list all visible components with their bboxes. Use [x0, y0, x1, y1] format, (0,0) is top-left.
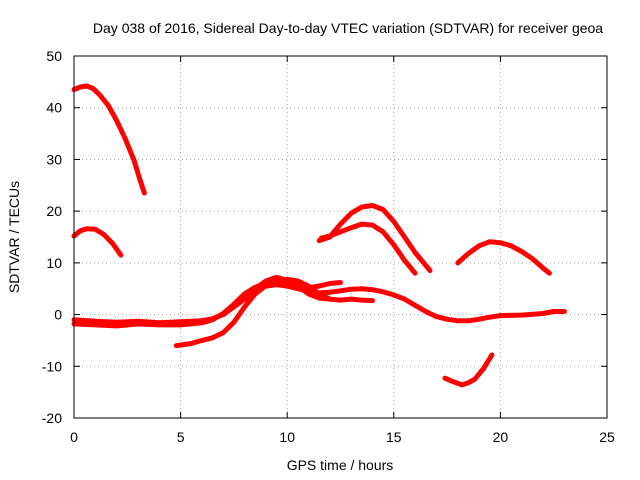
data-series-group	[71, 83, 567, 388]
grid-lines	[74, 56, 607, 418]
series-arc-3	[71, 282, 567, 326]
series-arc-9	[455, 239, 552, 276]
series-arc-2	[71, 226, 124, 258]
x-axis-label: GPS time / hours	[287, 457, 394, 473]
x-tick-label: 20	[493, 429, 509, 445]
x-tick-label: 5	[177, 429, 185, 445]
y-tick-label: -10	[42, 358, 62, 374]
y-axis-label: SDTVAR / TECUs	[6, 181, 22, 293]
x-axis-ticks: 0 5 10 15 20 25	[70, 56, 615, 445]
y-tick-label: 20	[46, 203, 62, 219]
series-arc-8	[318, 221, 418, 276]
y-axis-ticks: -20 -10 0 10 20 30 40 50	[42, 48, 607, 426]
series-arc-1	[71, 83, 147, 196]
y-tick-label: 40	[46, 100, 62, 116]
series-arc-7	[316, 203, 433, 274]
y-tick-label: 30	[46, 151, 62, 167]
y-tick-label: 10	[46, 255, 62, 271]
x-tick-label: 10	[279, 429, 295, 445]
series-arc-10	[442, 352, 495, 388]
x-tick-label: 15	[386, 429, 402, 445]
series-arc-5	[173, 276, 375, 349]
plot-frame	[73, 55, 608, 419]
y-tick-label: -20	[42, 410, 62, 426]
series-arc-6	[252, 274, 333, 302]
y-tick-label: 50	[46, 48, 62, 64]
x-tick-label: 0	[70, 429, 78, 445]
chart-title: Day 038 of 2016, Sidereal Day-to-day VTE…	[93, 20, 603, 36]
y-tick-label: 0	[54, 307, 62, 323]
x-tick-label: 25	[599, 429, 615, 445]
